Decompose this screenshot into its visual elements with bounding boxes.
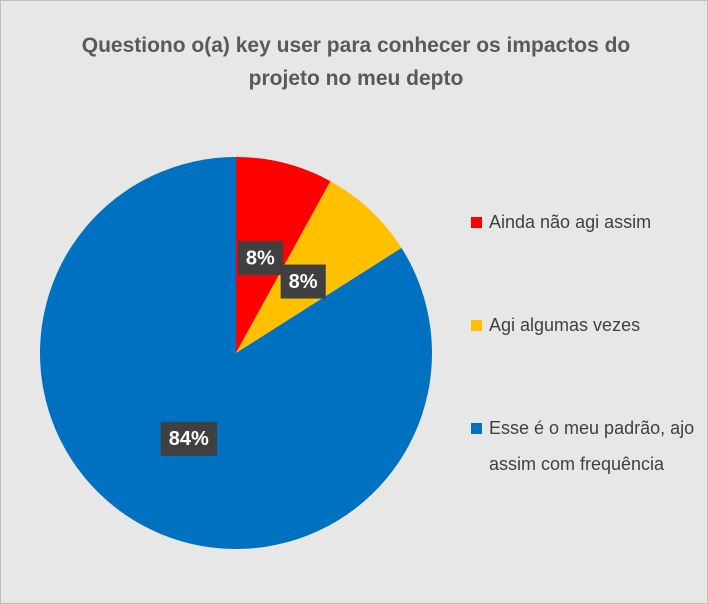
legend-swatch: [471, 423, 482, 434]
legend-label: Esse é o meu padrão, ajo assim com frequ…: [489, 418, 695, 474]
legend-item: Agi algumas vezes: [471, 307, 696, 343]
data-label-group: 84%: [160, 421, 218, 456]
legend-label: Agi algumas vezes: [489, 315, 641, 335]
data-label-group: 8%: [237, 241, 284, 276]
legend-item: Esse é o meu padrão, ajo assim com frequ…: [471, 410, 696, 482]
legend-swatch: [471, 217, 482, 228]
legend-swatch: [471, 320, 482, 331]
pie-slice: [39, 157, 432, 549]
legend-label: Ainda não agi assim: [489, 212, 652, 232]
chart-title: Questiono o(a) key user para conhecer os…: [81, 34, 631, 90]
data-label-box: [160, 421, 218, 456]
data-label-box: [237, 241, 284, 276]
data-label: 84%: [169, 428, 209, 450]
legend-item: Ainda não agi assim: [471, 204, 696, 240]
data-label: 8%: [246, 247, 275, 269]
data-label-group: 8%: [280, 264, 326, 299]
pie-slice: [236, 157, 331, 353]
data-label-box: [280, 264, 326, 299]
data-label: 8%: [289, 271, 318, 293]
